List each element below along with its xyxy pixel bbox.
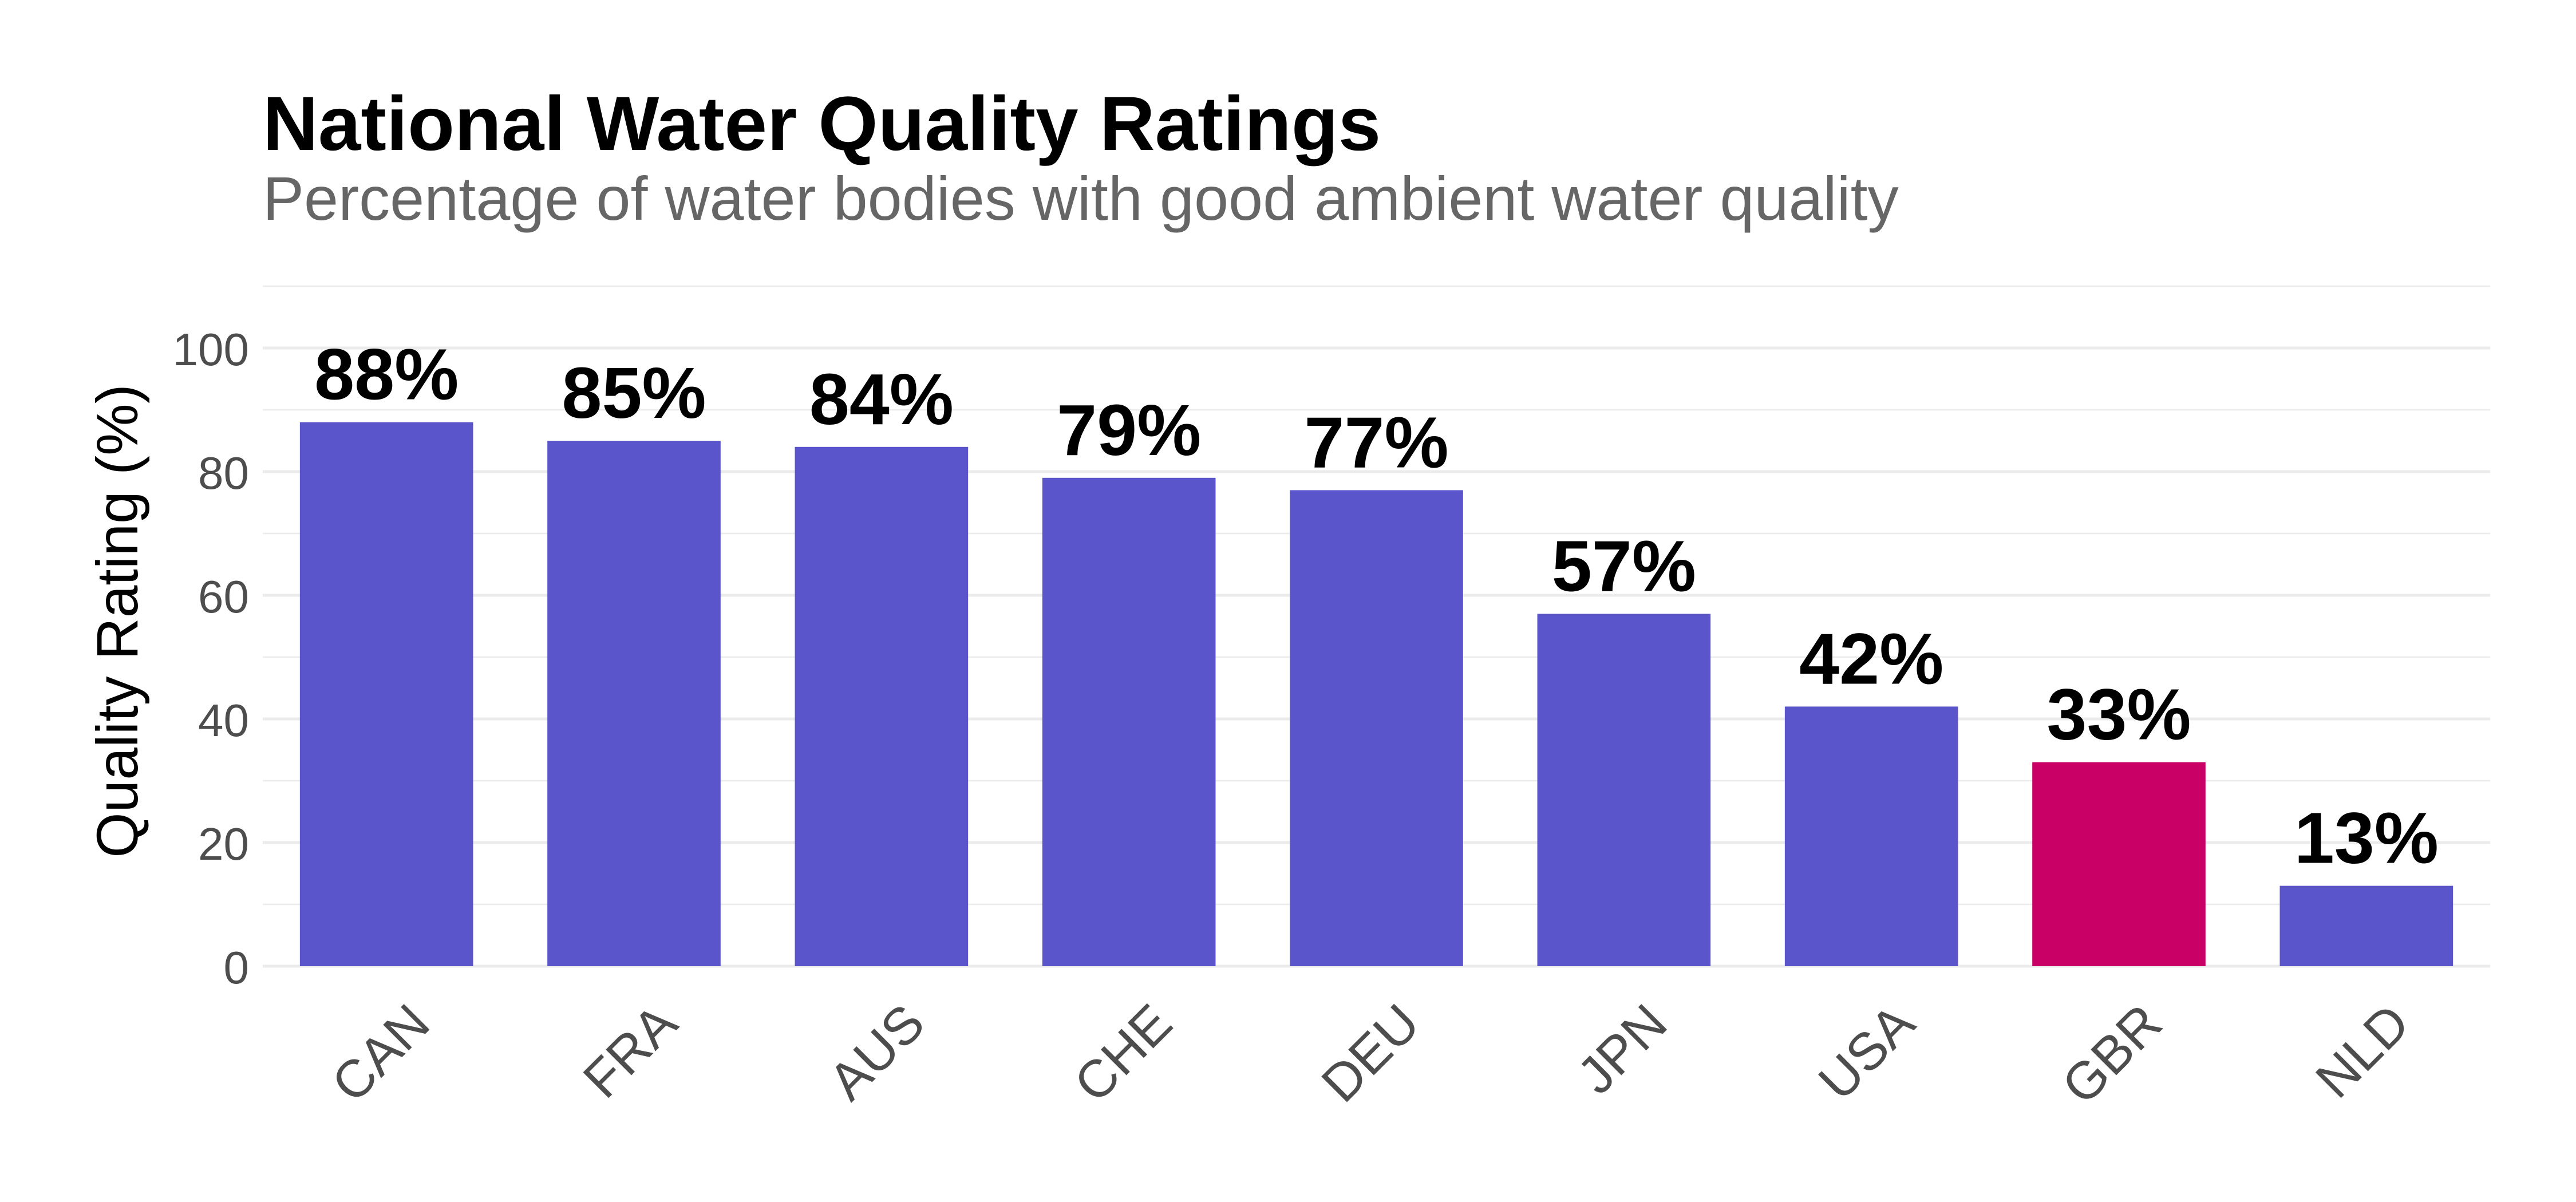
x-tick-label-aus: AUS [818,994,936,1112]
data-labels: 88% 85% 84% 79% 77% 57% 42% 33% 13% [314,334,2439,879]
x-tick-label-deu: DEU [1311,994,1431,1113]
bar-deu [1290,490,1463,966]
x-tick-label-nld: NLD [2305,994,2420,1109]
data-label-fra: 85% [562,353,706,433]
bar-gbr [2032,762,2206,966]
x-tick-label-jpn: JPN [1566,994,1678,1105]
x-tick-label-che: CHE [1063,994,1183,1113]
data-label-deu: 77% [1304,402,1448,483]
y-tick-label: 20 [198,819,249,869]
bar-nld [2279,885,2453,966]
y-tick-label: 80 [198,448,249,499]
bar-fra [547,441,721,966]
bar-usa [1784,706,1958,966]
data-label-usa: 42% [1799,618,1943,699]
data-label-gbr: 33% [2046,674,2191,755]
y-tick-label: 60 [198,571,249,622]
bar-can [299,422,473,966]
x-tick-label-gbr: GBR [2051,994,2173,1116]
y-tick-label: 40 [198,695,249,746]
data-label-nld: 13% [2294,798,2439,879]
bar-aus [795,446,969,966]
bars [299,422,2453,966]
chart-title: National Water Quality Ratings [263,81,1381,167]
bar-jpn [1537,614,1711,966]
y-axis-ticks: 0 20 40 60 80 100 [173,324,249,993]
y-axis-title: Quality Rating (%) [85,384,150,858]
data-label-can: 88% [314,334,459,415]
bar-che [1042,477,1216,966]
x-axis-ticks: CAN FRA AUS CHE DEU JPN USA GBR NLD [321,993,2420,1116]
y-tick-label: 100 [173,324,249,375]
data-label-aus: 84% [809,359,954,440]
x-tick-label-fra: FRA [572,993,689,1109]
chart-subtitle: Percentage of water bodies with good amb… [263,164,1899,233]
data-label-che: 79% [1057,390,1201,470]
data-label-jpn: 57% [1552,525,1696,606]
y-tick-label: 0 [224,942,250,993]
x-tick-label-can: CAN [321,994,440,1113]
x-tick-label-usa: USA [1808,993,1926,1111]
